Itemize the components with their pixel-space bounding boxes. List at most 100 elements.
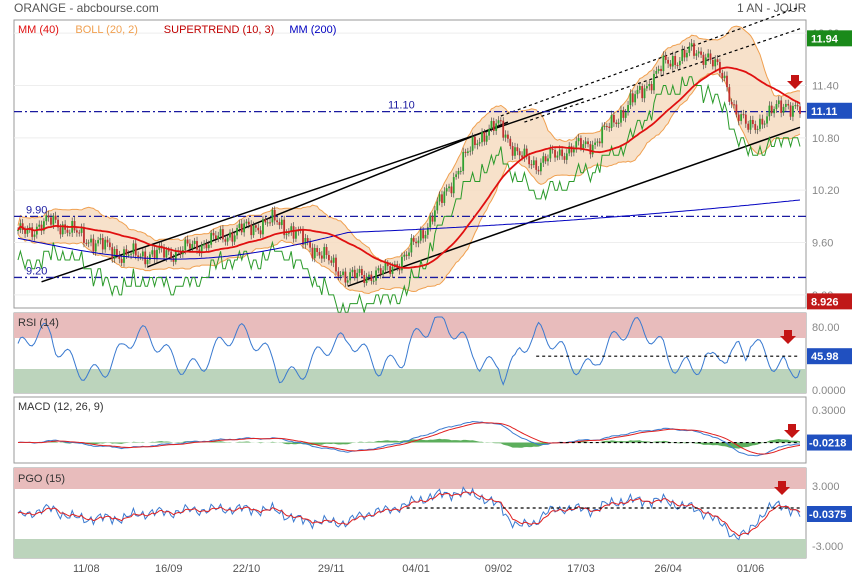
candle-body (554, 149, 556, 158)
y-tick-label: 80.00 (812, 322, 840, 334)
candle-body (464, 151, 467, 154)
candle-body (410, 237, 413, 253)
indicator-panel-frame (13, 396, 807, 464)
candle-body (328, 254, 330, 261)
candle-body (28, 227, 31, 229)
candle-body (514, 147, 516, 156)
candle-body (193, 240, 196, 245)
candle-body (78, 232, 81, 234)
candle-body (773, 109, 775, 114)
candle-body (80, 227, 83, 233)
candle-body (52, 215, 55, 225)
y-tick-label: 10.80 (812, 133, 840, 145)
signal-arrow (784, 424, 800, 438)
candle-body (476, 143, 479, 146)
candle-body (466, 151, 469, 154)
candle-body (603, 126, 606, 128)
candle-body (363, 274, 366, 284)
candle-body (518, 151, 521, 156)
mm40-line (17, 66, 801, 269)
candle-body (780, 100, 783, 113)
candle-body (789, 105, 792, 117)
candle-body (499, 120, 502, 122)
candle-body (681, 49, 684, 61)
candle-body (728, 87, 731, 102)
candle-body (608, 126, 611, 128)
candle-body (617, 122, 620, 124)
candle-body (92, 238, 95, 252)
price-label: 11.94 (811, 33, 839, 45)
candle-body (214, 235, 217, 239)
candle-body (747, 123, 750, 130)
candle-body (83, 227, 85, 243)
candle-body (763, 123, 766, 125)
candle-body (85, 242, 88, 244)
candle-body (598, 141, 601, 144)
candle-body (415, 241, 417, 244)
candle-body (688, 46, 691, 53)
candle-body (766, 116, 768, 124)
candle-body (610, 114, 613, 128)
candle-body (73, 221, 76, 231)
candle-body (186, 239, 189, 244)
candle-body (412, 237, 415, 242)
pgo-value-label: -0.0375 (809, 509, 846, 521)
candle-body (497, 120, 500, 124)
support-label: 11.10 (388, 100, 415, 112)
candle-body (452, 177, 455, 194)
candle-body (271, 209, 274, 223)
candle-body (330, 260, 333, 263)
candle-body (386, 263, 389, 267)
candle-body (429, 215, 432, 228)
candle-body (408, 252, 410, 256)
candle-body (744, 114, 747, 124)
candle-body (530, 164, 533, 166)
candle-body (796, 105, 799, 107)
candle-body (582, 144, 585, 149)
candle-body (90, 238, 92, 243)
candle-body (714, 59, 717, 67)
y-tick-label: 0.0000 (812, 385, 846, 397)
candle-body (75, 230, 78, 233)
candle-body (434, 210, 436, 222)
candle-body (358, 269, 361, 273)
y-tick-label: 11.40 (812, 80, 839, 92)
candle-body (474, 136, 476, 146)
candle-body (106, 239, 109, 243)
candle-body (335, 257, 337, 272)
candle-body (163, 248, 165, 258)
candle-body (349, 272, 352, 281)
candle-body (754, 124, 757, 130)
candle-body (47, 215, 50, 218)
value-label-box (807, 434, 852, 451)
trend-channel-line (147, 121, 509, 268)
candle-body (240, 223, 243, 233)
candle-body (405, 254, 408, 256)
candle-body (525, 148, 528, 157)
candle-body (170, 251, 173, 259)
support-label: 9.90 (26, 204, 47, 216)
candle-body (643, 88, 646, 99)
candle-body (441, 194, 443, 203)
candle-body (655, 70, 658, 74)
trend-channel-line (347, 126, 801, 287)
candle-body (577, 138, 580, 142)
supertrend-line (17, 76, 801, 315)
candle-body (398, 267, 401, 271)
candle-body (21, 223, 24, 231)
candle-body (756, 128, 759, 130)
candle-body (401, 256, 403, 271)
candle-body (247, 221, 250, 225)
candle-body (443, 191, 446, 203)
value-label-box (807, 348, 852, 365)
candle-body (273, 209, 276, 221)
candle-body (243, 223, 246, 233)
candle-body (94, 243, 97, 252)
candle-body (337, 271, 340, 277)
candle-body (462, 151, 465, 171)
candle-body (730, 101, 733, 105)
candle-body (492, 120, 495, 131)
macd-histogram (18, 438, 800, 449)
candle-body (660, 68, 662, 72)
